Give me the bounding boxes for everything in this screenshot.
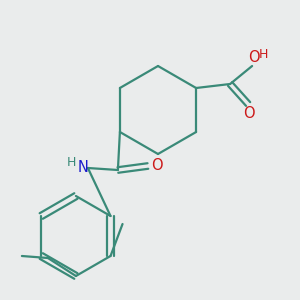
Text: H: H <box>258 47 268 61</box>
Text: O: O <box>248 50 260 64</box>
Text: O: O <box>243 106 255 121</box>
Text: N: N <box>77 160 88 175</box>
Text: O: O <box>151 158 163 172</box>
Text: H: H <box>67 155 76 169</box>
